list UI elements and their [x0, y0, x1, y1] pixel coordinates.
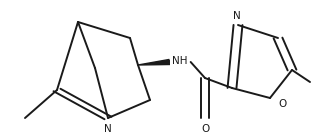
Text: N: N	[104, 124, 112, 134]
Text: O: O	[201, 124, 209, 134]
Text: O: O	[278, 99, 286, 109]
Polygon shape	[138, 60, 171, 65]
Text: N: N	[232, 11, 240, 21]
Text: NH: NH	[172, 56, 187, 66]
